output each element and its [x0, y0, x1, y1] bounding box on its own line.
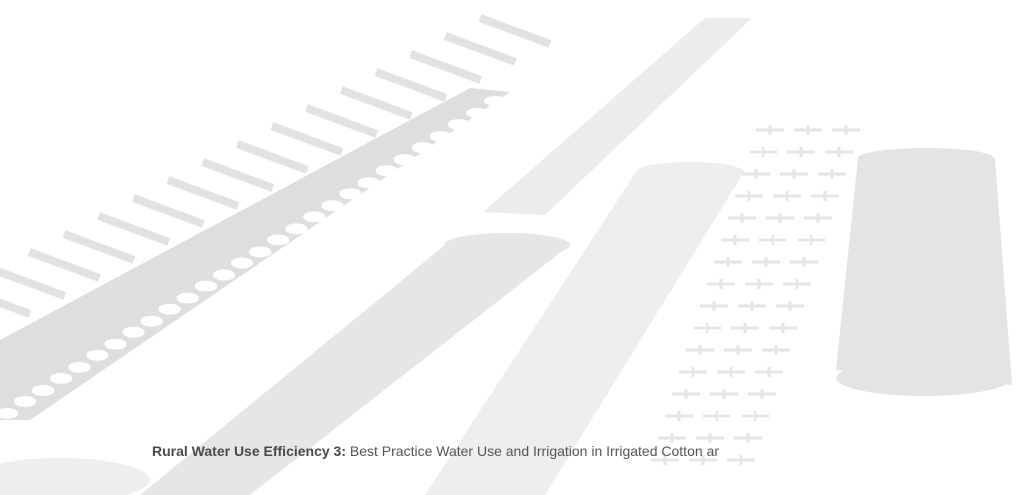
dot [303, 211, 326, 222]
dot [176, 292, 199, 303]
dot [285, 223, 308, 234]
dot [32, 384, 55, 395]
stripe [270, 122, 344, 156]
dot [357, 177, 380, 188]
diagonal-band [425, 172, 744, 495]
dot [411, 142, 434, 153]
dot [249, 246, 272, 257]
dot [14, 396, 36, 406]
pill-shape [836, 158, 1012, 385]
dot [230, 257, 253, 268]
dot [0, 408, 18, 418]
stripe [166, 176, 240, 210]
stripe [339, 86, 413, 120]
diagonal-band [483, 18, 752, 215]
stripe [97, 212, 171, 246]
dot [104, 338, 127, 349]
caption-subtitle: Best Practice Water Use and Irrigation i… [349, 443, 719, 459]
stripe [201, 158, 275, 192]
caption-title: Rural Water Use Efficiency 3: [152, 443, 346, 459]
dot [212, 269, 235, 280]
stripe [374, 68, 448, 102]
diagonal-band [140, 245, 570, 495]
dot [140, 315, 163, 326]
stripe [305, 104, 379, 138]
dot [393, 154, 416, 165]
dot [375, 165, 398, 176]
band-cap [444, 233, 570, 257]
stripe [27, 248, 101, 282]
stripe [0, 298, 32, 318]
pill-cap [836, 360, 1012, 396]
dot [484, 96, 506, 106]
stripe [478, 14, 552, 48]
dot [158, 303, 181, 314]
dot [86, 349, 109, 360]
dot [321, 200, 344, 211]
dot [50, 372, 73, 383]
stripe [131, 194, 205, 228]
footer-caption: Rural Water Use Efficiency 3: Best Pract… [152, 443, 719, 459]
pill-cap [0, 458, 150, 495]
dot [429, 131, 452, 142]
dot [466, 108, 488, 118]
dot [122, 326, 145, 337]
stripe [409, 50, 483, 84]
stripe [235, 140, 309, 174]
dot [267, 234, 290, 245]
band-cap [636, 162, 744, 182]
dot [447, 119, 470, 130]
dot [194, 280, 217, 291]
dot [68, 361, 91, 372]
stripe [62, 230, 136, 264]
dot [339, 188, 362, 199]
pill-cap [858, 148, 994, 168]
stripe [0, 267, 67, 300]
stripe [443, 32, 517, 66]
